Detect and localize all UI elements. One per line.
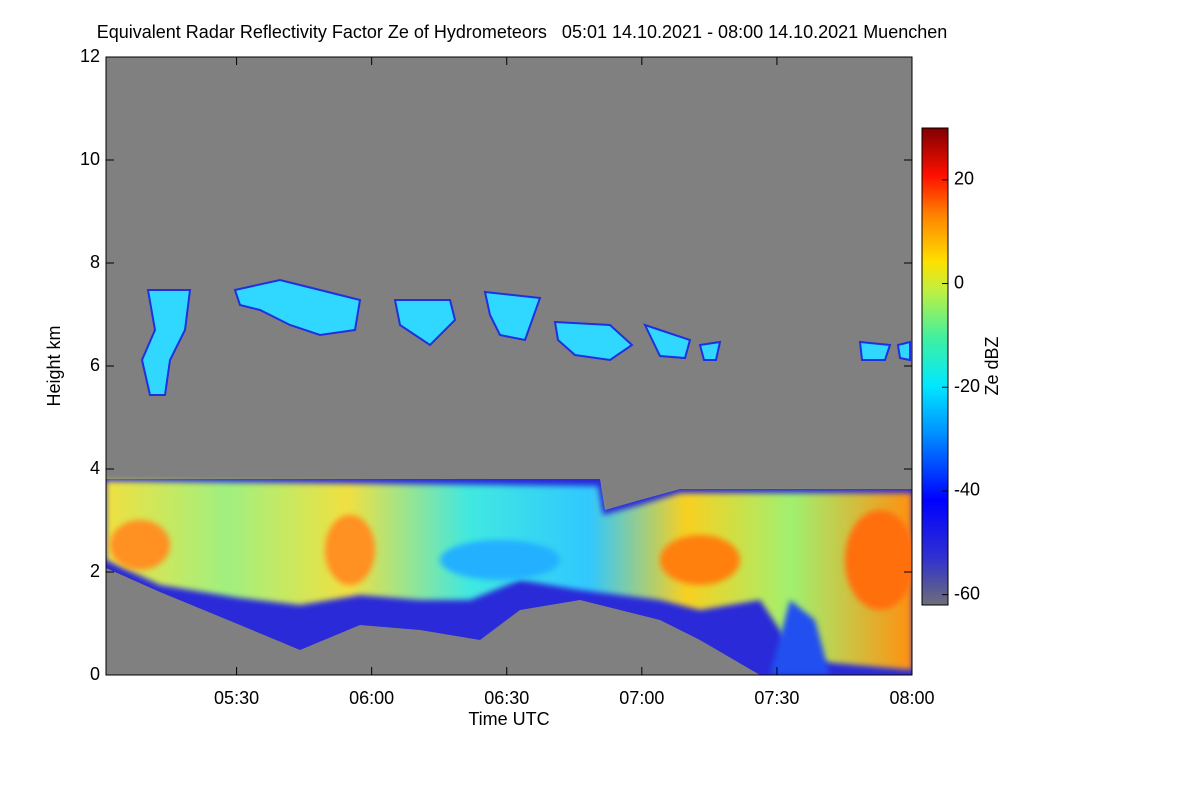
cloud-cell <box>660 535 740 585</box>
y-tick-label: 0 <box>90 664 100 684</box>
colorbar-tick-label: 0 <box>954 272 964 292</box>
y-tick-label: 4 <box>90 458 100 478</box>
x-tick-label: 05:30 <box>214 688 259 708</box>
cloud-cell <box>440 540 560 580</box>
x-tick-label: 06:30 <box>484 688 529 708</box>
colorbar <box>921 127 949 606</box>
x-tick-label: 08:00 <box>889 688 934 708</box>
y-tick-label: 6 <box>90 355 100 375</box>
y-tick-label: 2 <box>90 561 100 581</box>
y-tick-label: 8 <box>90 252 100 272</box>
y-axis-label: Height km <box>44 325 64 406</box>
cloud-cell <box>325 515 375 585</box>
chart-title: Equivalent Radar Reflectivity Factor Ze … <box>97 22 948 42</box>
colorbar-label: Ze dBZ <box>982 336 1002 395</box>
x-tick-label: 07:30 <box>754 688 799 708</box>
cloud-cell <box>770 600 830 675</box>
cloud-cell <box>845 510 912 610</box>
reflectivity-field <box>106 278 912 675</box>
colorbar-tick-label: -20 <box>954 376 980 396</box>
upper-clouds <box>140 278 911 396</box>
colorbar-tick-label: -40 <box>954 480 980 500</box>
x-tick-label: 07:00 <box>619 688 664 708</box>
cloud-cell <box>110 520 170 570</box>
colorbar-tick-label: -60 <box>954 583 980 603</box>
y-tick-label: 12 <box>80 46 100 66</box>
y-tick-label: 10 <box>80 149 100 169</box>
x-axis-label: Time UTC <box>468 709 549 729</box>
colorbar-tick-label: 20 <box>954 169 974 189</box>
x-tick-label: 06:00 <box>349 688 394 708</box>
